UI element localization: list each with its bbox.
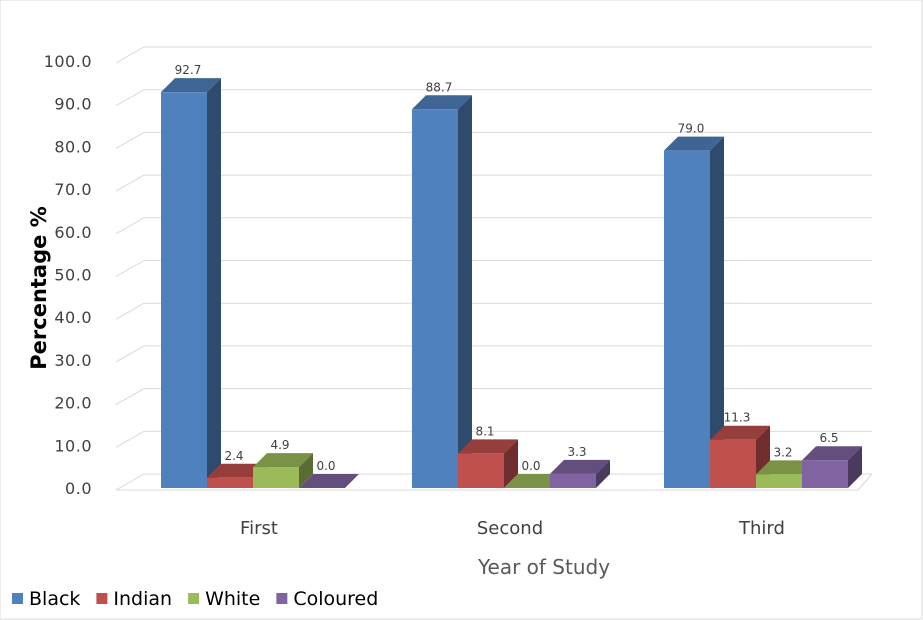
data-label: 0.0 <box>316 459 335 473</box>
legend-swatch <box>188 593 200 604</box>
bar-top <box>299 474 359 488</box>
bar-front <box>664 150 710 489</box>
bar-top <box>458 439 518 454</box>
bar-coloured-second <box>550 459 610 488</box>
category-label: Second <box>477 518 543 539</box>
bar-top <box>756 460 816 475</box>
y-tick-label: 100.0 <box>44 52 92 71</box>
legend-swatch <box>276 593 288 604</box>
x-axis-title: Year of Study <box>477 555 610 579</box>
data-label: 79.0 <box>678 122 705 136</box>
bar-white-second <box>504 474 564 488</box>
bar-front <box>253 467 299 488</box>
bar-front <box>161 92 207 489</box>
data-label: 4.9 <box>270 438 289 452</box>
data-label: 6.5 <box>819 431 838 445</box>
y-tick-label: 60.0 <box>54 223 92 242</box>
bar-top <box>664 136 724 151</box>
bar-side <box>207 78 221 489</box>
bar-top <box>253 453 313 468</box>
y-tick-label: 10.0 <box>54 436 92 455</box>
legend-label: Coloured <box>293 588 378 610</box>
gridline-depth <box>115 388 145 406</box>
gridline-depth <box>115 302 145 320</box>
y-tick-label: 40.0 <box>54 308 92 327</box>
bar-top <box>504 474 564 488</box>
data-label: 3.2 <box>773 445 792 459</box>
bar-top <box>412 95 472 110</box>
bar-top <box>710 425 770 440</box>
data-label: 92.7 <box>175 63 202 77</box>
bar-black-first <box>161 78 221 489</box>
bar-side <box>504 439 518 488</box>
legend-label: White <box>205 588 260 610</box>
legend-item-coloured: Coloured <box>276 588 378 610</box>
legend-item-indian: Indian <box>96 588 172 610</box>
y-tick-label: 0.0 <box>65 479 92 498</box>
y-tick-label: 70.0 <box>54 180 92 199</box>
bar-front <box>802 460 848 488</box>
bars <box>161 78 862 489</box>
category-label: Third <box>738 518 785 539</box>
gridline-depth <box>115 217 145 235</box>
gridline-depth <box>115 430 145 448</box>
data-label: 3.3 <box>567 445 586 459</box>
data-labels: 92.7 2.4 4.9 0.0 88.7 8.1 0.0 3.3 79.0 11.3 3.2 6.5 <box>175 63 839 473</box>
bar-side <box>710 136 724 489</box>
y-tick-label: 50.0 <box>54 266 92 285</box>
bar-coloured-first <box>299 474 359 488</box>
data-label: 8.1 <box>475 424 494 438</box>
data-label: 11.3 <box>724 411 751 425</box>
bar-black-second <box>412 95 472 488</box>
data-label: 88.7 <box>426 80 453 94</box>
legend-label: Indian <box>113 588 172 610</box>
bar-side <box>458 95 472 488</box>
bar-front <box>207 477 253 488</box>
bar-front <box>550 473 596 488</box>
bar-front <box>412 109 458 488</box>
gridline-depth <box>115 345 145 363</box>
floor-edge-right <box>857 473 873 491</box>
bar-side <box>848 446 862 488</box>
bar-top <box>161 78 221 93</box>
bar-coloured-third <box>802 446 862 488</box>
data-label: 2.4 <box>224 449 243 463</box>
category-label: First <box>240 518 278 539</box>
y-tick-label: 30.0 <box>54 351 92 370</box>
gridline-depth <box>115 174 145 192</box>
y-tick-label: 80.0 <box>54 137 92 156</box>
data-label: 0.0 <box>521 459 540 473</box>
bar-top <box>550 459 610 474</box>
gridline-depth <box>115 46 145 64</box>
gridline-depth <box>115 89 145 107</box>
bar-side <box>299 453 313 488</box>
bar-front <box>458 453 504 488</box>
gridline-depth <box>115 260 145 277</box>
legend-item-white: White <box>188 588 260 610</box>
bar-side <box>596 459 610 488</box>
legend-item-black: Black <box>12 588 80 610</box>
y-tick-label: 20.0 <box>54 394 92 413</box>
bar-top <box>802 446 862 461</box>
category-labels: First Second Third <box>240 518 785 539</box>
legend: Black Indian White Coloured <box>12 588 378 610</box>
legend-label: Black <box>29 588 80 610</box>
bar-black-third <box>664 136 724 489</box>
y-tick-label: 90.0 <box>54 95 92 114</box>
bar-indian-second <box>458 439 518 488</box>
bar-white-first <box>253 453 313 488</box>
legend-swatch <box>12 593 23 604</box>
bar-front <box>756 474 802 488</box>
legend-swatch <box>96 593 108 604</box>
bar-front <box>710 439 756 488</box>
gridline-depth <box>115 473 145 491</box>
gridline-depth <box>115 131 145 149</box>
bar-top <box>207 463 267 478</box>
y-tick-labels: 0.0 10.0 20.0 30.0 40.0 50.0 60.0 70.0 80.0 90.0 1… <box>44 52 92 498</box>
y-axis-title: Percentage % <box>27 206 51 369</box>
